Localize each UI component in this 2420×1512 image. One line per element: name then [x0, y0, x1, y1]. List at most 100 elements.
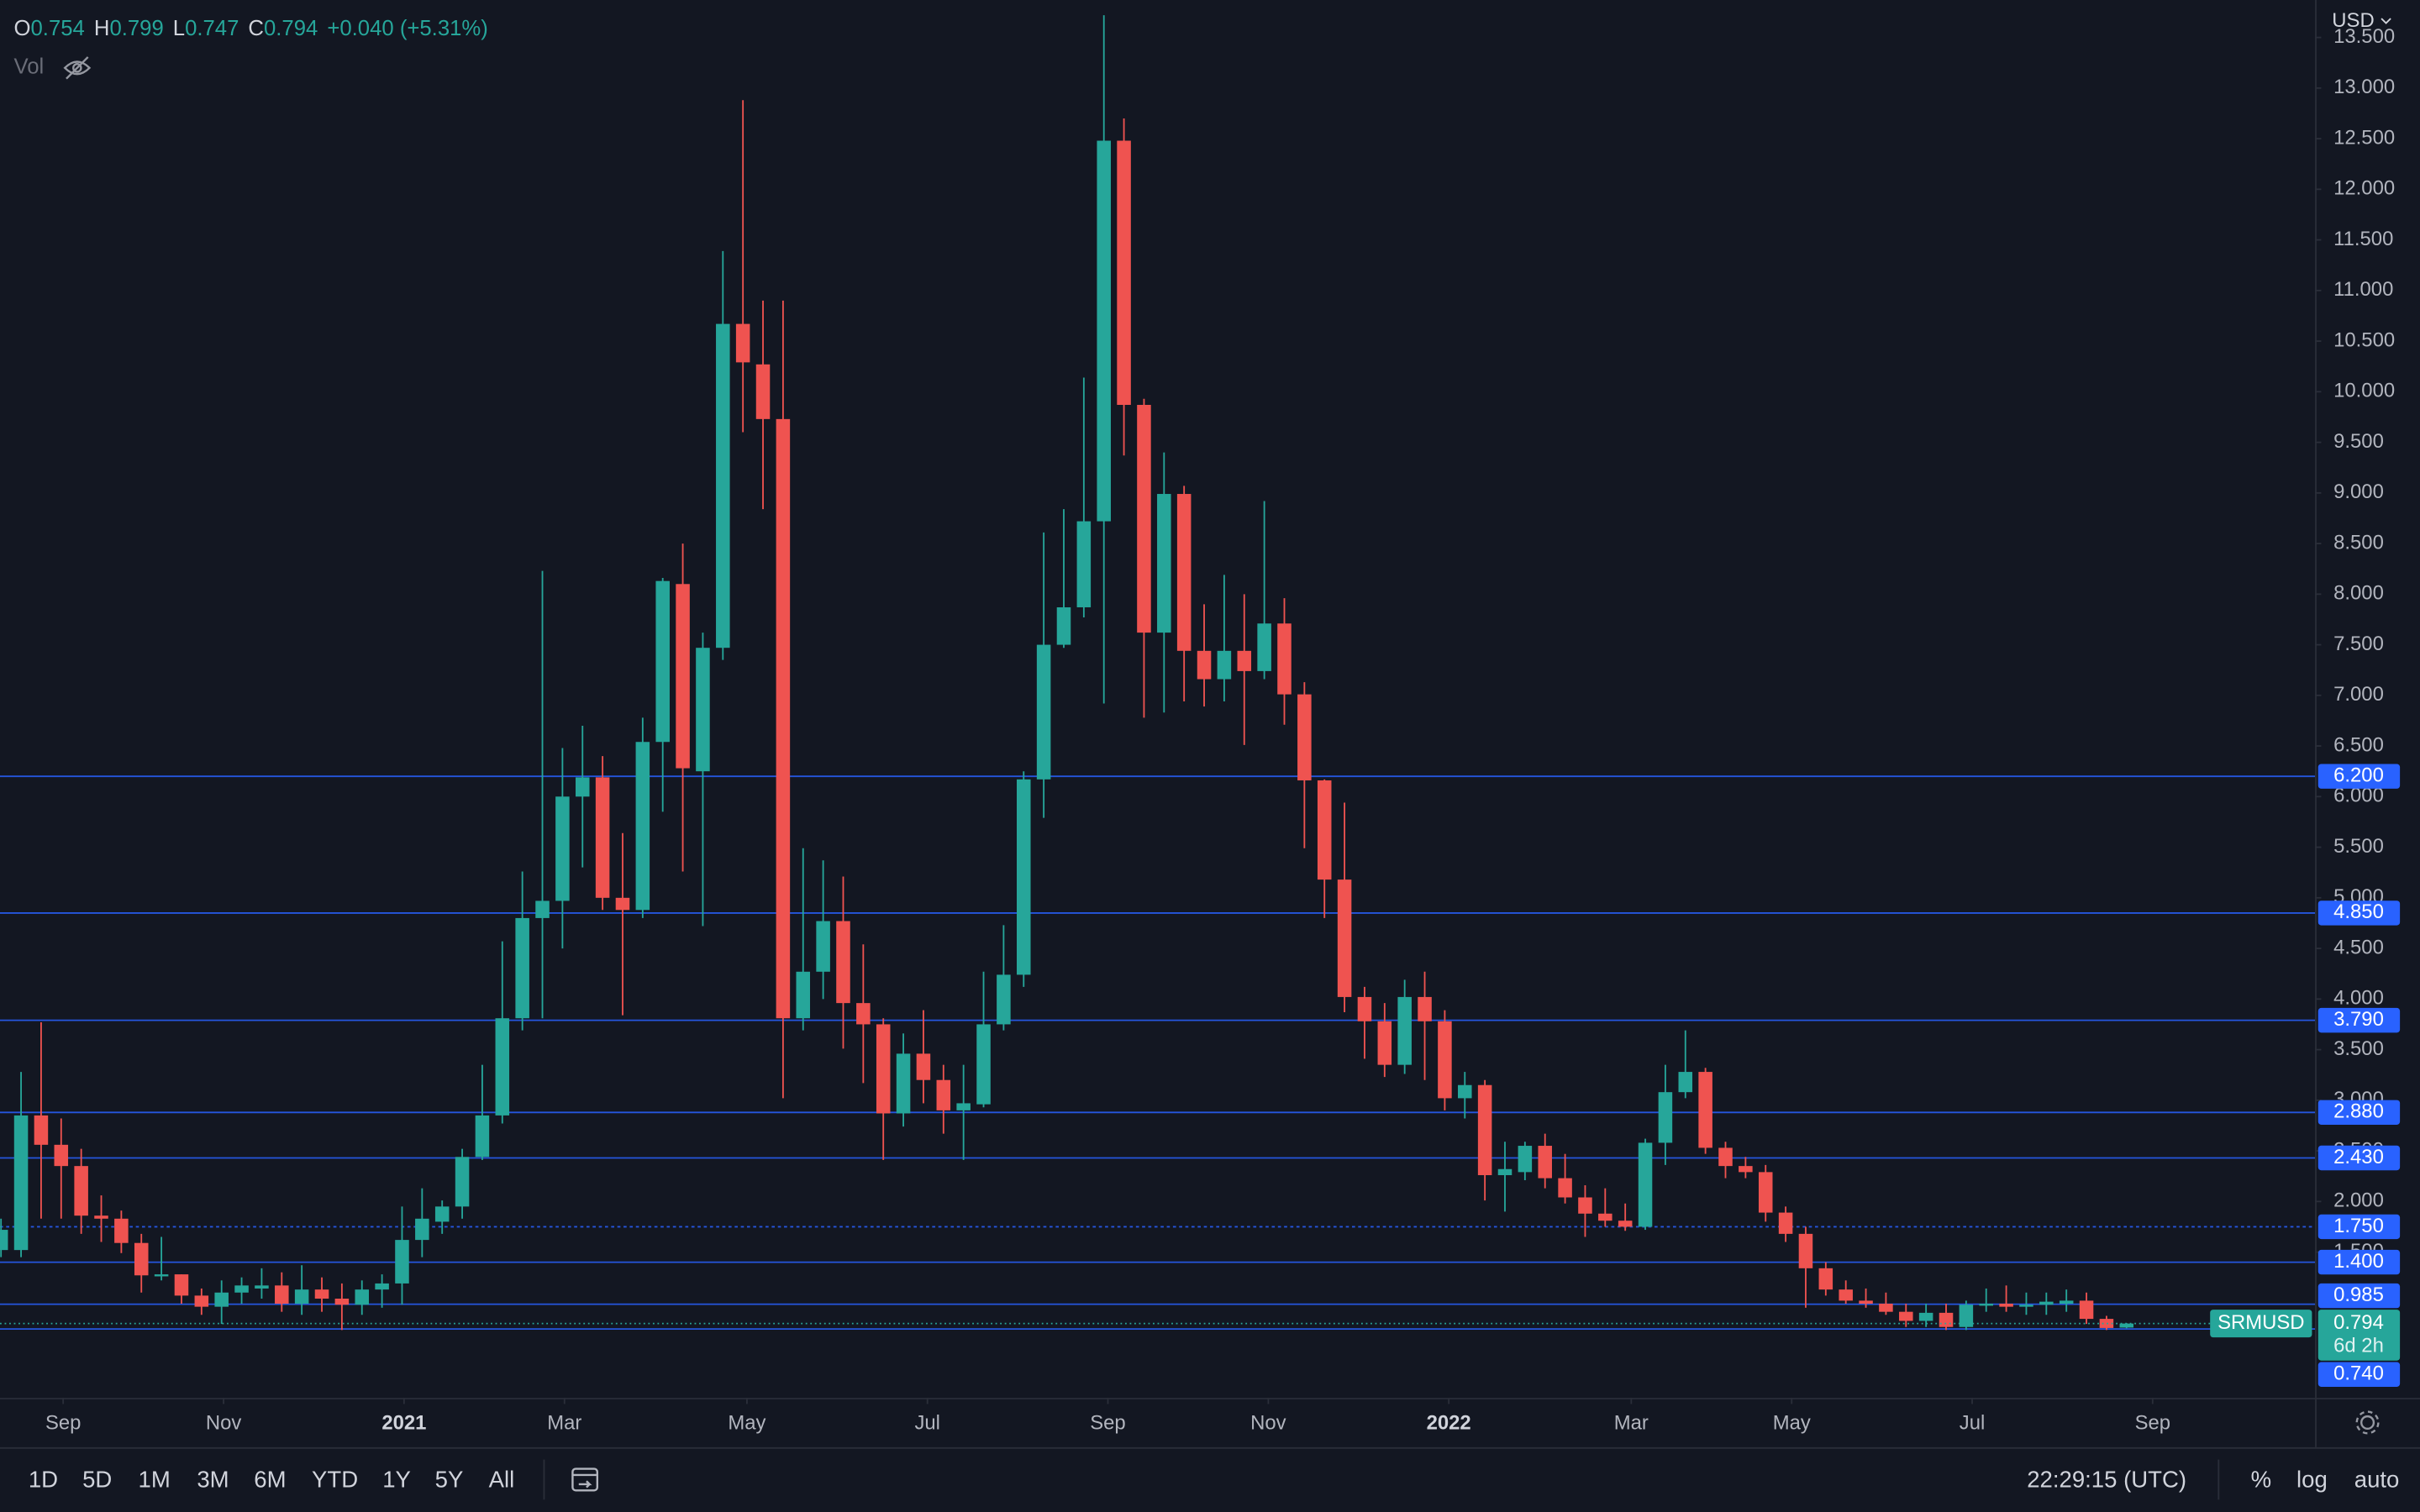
level-label-box [2317, 1362, 2401, 1387]
candle-body [635, 742, 650, 911]
y-tick-label: 5.500 [2333, 835, 2384, 858]
candle-body [1758, 1172, 1773, 1213]
y-tick-label: 8.500 [2333, 531, 2384, 554]
range-button[interactable]: 1Y [382, 1467, 411, 1493]
candle-body [1317, 780, 1332, 880]
candle-body [1798, 1233, 1813, 1268]
last-price-label: 0.794 [2333, 1311, 2384, 1334]
candle-body [255, 1285, 269, 1289]
candle-body [1056, 606, 1071, 645]
candle-body [1076, 521, 1092, 607]
candle-body [314, 1289, 329, 1299]
y-tick-label: 9.000 [2333, 480, 2384, 503]
range-button[interactable]: 6M [254, 1467, 286, 1493]
candle-body [2039, 1301, 2054, 1305]
level-label: 2.430 [2333, 1146, 2384, 1168]
change: +0.040 (+5.31%) [327, 17, 487, 40]
scale-option[interactable]: log [2296, 1467, 2328, 1493]
y-tick-label: 10.500 [2333, 328, 2395, 351]
settings-icon[interactable] [2355, 1410, 2380, 1435]
candle-body [74, 1166, 88, 1216]
level-label-box [2317, 1100, 2401, 1125]
candle-body [676, 584, 690, 769]
candle-body [1518, 1146, 1533, 1173]
candle-body [375, 1283, 389, 1290]
range-button[interactable]: YTD [312, 1467, 358, 1493]
candle-body [1979, 1304, 1993, 1306]
currency[interactable]: USD [2332, 9, 2374, 32]
candle-body [876, 1024, 891, 1114]
candle-body [796, 971, 811, 1019]
candle-body [1959, 1305, 1974, 1327]
candle-body [1818, 1268, 1833, 1290]
candle-body [1477, 1084, 1492, 1175]
candle-body [936, 1079, 951, 1110]
candle-body [896, 1053, 911, 1114]
candle-body [1558, 1178, 1572, 1198]
level-label-box [2317, 1249, 2401, 1275]
x-tick-label: May [1773, 1412, 1811, 1435]
y-tick-label: 2.000 [2333, 1189, 2384, 1212]
date-range-icon[interactable] [571, 1467, 599, 1492]
y-tick-label: 9.500 [2333, 430, 2384, 453]
scale-option[interactable]: % [2251, 1467, 2272, 1493]
range-button[interactable]: 5D [82, 1467, 112, 1493]
candle-body [1658, 1092, 1673, 1143]
candle-body [1197, 650, 1212, 680]
volume-label[interactable]: Vol [14, 55, 45, 79]
candle-body [234, 1285, 249, 1293]
candle-body [1418, 996, 1432, 1021]
candle-body [1176, 494, 1192, 651]
candle-body [816, 921, 830, 972]
candle-body [1016, 779, 1031, 975]
x-tick-label: Sep [1090, 1412, 1125, 1435]
candle-body [1337, 879, 1352, 997]
hide-volume-icon[interactable] [63, 56, 92, 80]
candle-body [1718, 1147, 1733, 1167]
y-tick-label: 12.000 [2333, 177, 2395, 200]
plot-area [0, 15, 2316, 1331]
range-button[interactable]: All [489, 1467, 515, 1493]
candle-body [1117, 140, 1131, 405]
candle-body [595, 777, 610, 898]
y-tick-label: 6.500 [2333, 733, 2384, 756]
candle-body [455, 1157, 470, 1207]
x-tick-label: Sep [45, 1412, 81, 1435]
candle-body [134, 1242, 149, 1276]
range-button[interactable]: 5Y [435, 1467, 464, 1493]
level-label: 1.400 [2333, 1250, 2384, 1273]
candle-body [1918, 1312, 1933, 1321]
candle-body [1157, 494, 1171, 633]
x-tick-label: Mar [547, 1412, 581, 1435]
symbol-tag: SRMUSD [2217, 1311, 2304, 1334]
ohlc-value: 0.799 [109, 17, 163, 40]
countdown: 6d 2h [2333, 1334, 2384, 1357]
clock[interactable]: 22:29:15 (UTC) [2027, 1467, 2186, 1493]
candle-body [1036, 644, 1051, 780]
candle-body [1739, 1166, 1753, 1173]
y-tick-label: 7.000 [2333, 683, 2384, 706]
range-button[interactable]: 1D [29, 1467, 58, 1493]
candle-body [94, 1215, 108, 1219]
candle-body [575, 777, 590, 797]
ohlc-key: L [173, 17, 185, 40]
x-tick-label: Nov [206, 1412, 241, 1435]
level-label: 3.790 [2333, 1008, 2384, 1031]
candle-body [1237, 650, 1252, 671]
ohlc-value: 0.754 [31, 17, 85, 40]
candle-body [2119, 1323, 2134, 1328]
candle-body [2059, 1300, 2074, 1305]
candle-body [776, 418, 791, 1019]
candle-body [535, 900, 550, 918]
candle-body [114, 1218, 129, 1243]
range-button[interactable]: 3M [197, 1467, 229, 1493]
scale-option[interactable]: auto [2354, 1467, 2400, 1493]
range-button[interactable]: 1M [139, 1467, 171, 1493]
candle-body [1458, 1084, 1472, 1099]
candle-body [214, 1292, 229, 1307]
candle-body [54, 1144, 69, 1167]
x-tick-label: 2021 [381, 1412, 426, 1435]
currency-caret[interactable] [2381, 18, 2391, 24]
